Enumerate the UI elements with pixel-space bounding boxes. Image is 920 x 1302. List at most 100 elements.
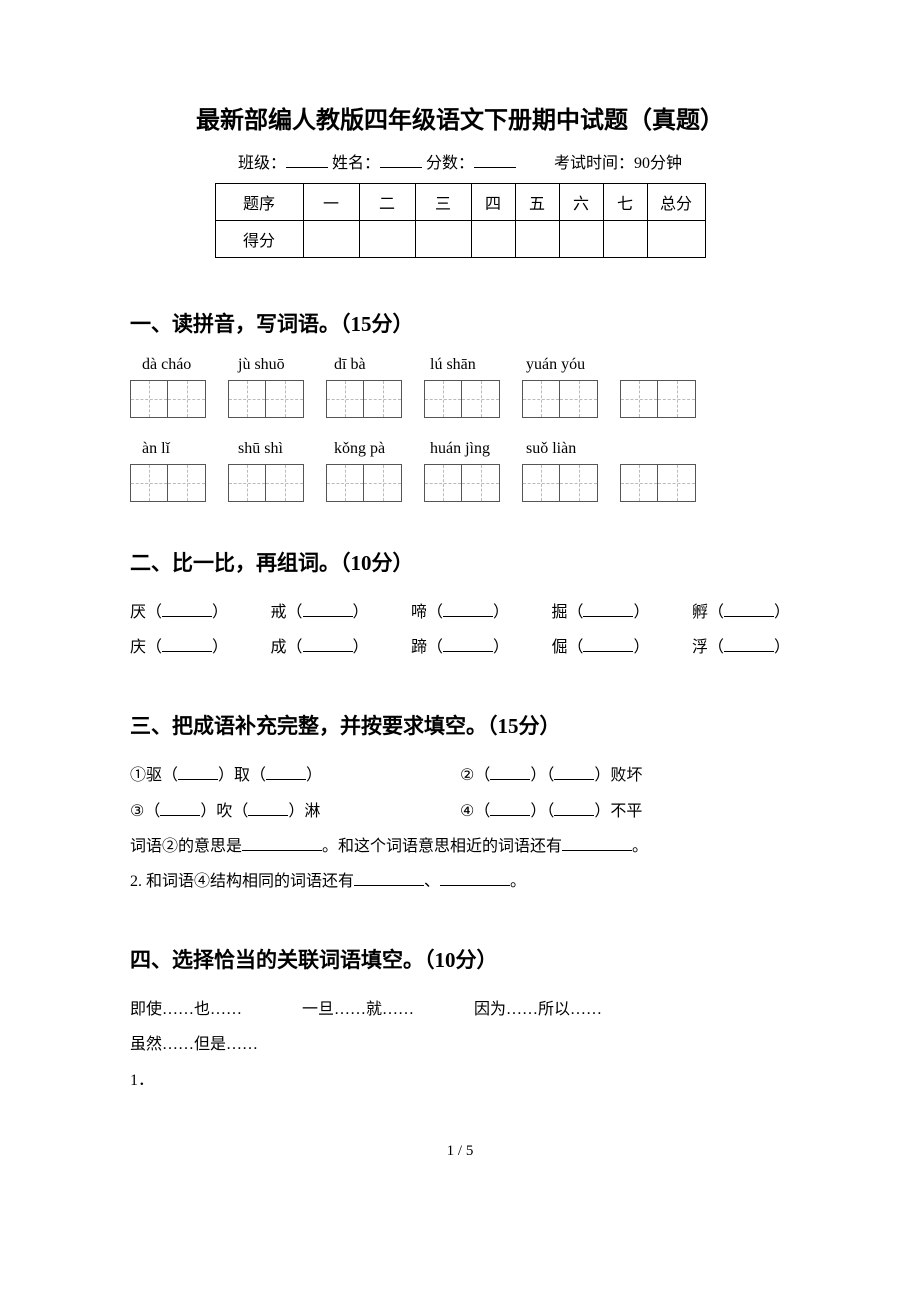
- score-cell[interactable]: [415, 221, 471, 258]
- score-col: 二: [359, 184, 415, 221]
- section-4: 四、选择恰当的关联词语填空。（10分） 即使……也…… 一旦……就…… 因为………: [130, 944, 790, 1098]
- score-cell[interactable]: [471, 221, 515, 258]
- char: 庆: [130, 639, 146, 656]
- tianzige-box[interactable]: [658, 464, 696, 502]
- tianzige-box[interactable]: [462, 380, 500, 418]
- tianzige-box[interactable]: [168, 464, 206, 502]
- tianzige-box[interactable]: [658, 380, 696, 418]
- fill-blank[interactable]: [490, 764, 530, 780]
- fill-blank[interactable]: [554, 764, 594, 780]
- fill-blank[interactable]: [554, 800, 594, 816]
- tianzige-box[interactable]: [326, 464, 364, 502]
- section-4-title: 四、选择恰当的关联词语填空。（10分）: [130, 944, 790, 974]
- fill-blank[interactable]: [266, 764, 306, 780]
- fill-blank[interactable]: [490, 800, 530, 816]
- fill-blank[interactable]: [583, 601, 633, 617]
- name-label: 姓名：: [332, 155, 380, 172]
- tianzige-box[interactable]: [168, 380, 206, 418]
- score-col: 六: [559, 184, 603, 221]
- tianzige-box[interactable]: [462, 464, 500, 502]
- fill-blank[interactable]: [583, 636, 633, 652]
- writing-boxes-row: [130, 464, 790, 502]
- score-col: 一: [303, 184, 359, 221]
- name-blank[interactable]: [380, 152, 422, 168]
- fill-blank[interactable]: [443, 636, 493, 652]
- conjunction-option: 一旦……就……: [302, 992, 414, 1027]
- tianzige-box[interactable]: [130, 464, 168, 502]
- pinyin-label: yuán yóu: [514, 356, 610, 374]
- score-cell[interactable]: [559, 221, 603, 258]
- fill-blank[interactable]: [303, 636, 353, 652]
- pinyin-label: dī bà: [322, 356, 418, 374]
- char: 厌: [130, 604, 146, 621]
- fill-blank[interactable]: [303, 601, 353, 617]
- tianzige-box[interactable]: [424, 464, 462, 502]
- score-row-label: 题序: [215, 184, 303, 221]
- tianzige-box[interactable]: [620, 464, 658, 502]
- fill-blank[interactable]: [440, 870, 510, 886]
- tianzige-box[interactable]: [560, 464, 598, 502]
- question-text: 2. 和词语④结构相同的词语还有: [130, 873, 354, 890]
- score-cell[interactable]: [359, 221, 415, 258]
- fill-blank[interactable]: [178, 764, 218, 780]
- tianzige-box[interactable]: [228, 380, 266, 418]
- idiom-text: ）吹（: [200, 803, 248, 820]
- score-cell[interactable]: [647, 221, 705, 258]
- tianzige-box[interactable]: [266, 464, 304, 502]
- score-cell[interactable]: [515, 221, 559, 258]
- section-1: 一、读拼音，写词语。（15分） dà cháo jù shuō dī bà lú…: [130, 308, 790, 502]
- idiom-text: ）败坏: [594, 767, 642, 784]
- score-cell[interactable]: [303, 221, 359, 258]
- score-blank[interactable]: [474, 152, 516, 168]
- fill-blank[interactable]: [242, 835, 322, 851]
- idiom-text: ）淋: [288, 803, 320, 820]
- score-col: 四: [471, 184, 515, 221]
- fill-blank[interactable]: [162, 601, 212, 617]
- char-pair-row: 庆（） 成（） 蹄（） 倔（） 浮（）: [130, 630, 790, 665]
- conjunction-options: 虽然……但是……: [130, 1027, 790, 1062]
- section-2: 二、比一比，再组词。（10分） 厌（） 戒（） 啼（） 掘（） 孵（） 庆（） …: [130, 547, 790, 665]
- idiom-row: ③（）吹（）淋 ④（）（）不平: [130, 794, 790, 829]
- pinyin-label: huán jìng: [418, 440, 514, 458]
- char: 倔: [551, 639, 567, 656]
- tianzige-box[interactable]: [522, 380, 560, 418]
- score-row-label: 得分: [215, 221, 303, 258]
- conjunction-option: 因为……所以……: [474, 992, 602, 1027]
- fill-blank[interactable]: [562, 835, 632, 851]
- tianzige-box[interactable]: [364, 464, 402, 502]
- exam-time: 考试时间：90分钟: [554, 155, 682, 172]
- pinyin-label: jù shuō: [226, 356, 322, 374]
- tianzige-box[interactable]: [424, 380, 462, 418]
- tianzige-box[interactable]: [228, 464, 266, 502]
- tianzige-box[interactable]: [620, 380, 658, 418]
- score-cell[interactable]: [603, 221, 647, 258]
- tianzige-box[interactable]: [326, 380, 364, 418]
- fill-blank[interactable]: [248, 800, 288, 816]
- char: 成: [270, 639, 286, 656]
- char: 孵: [692, 604, 708, 621]
- fill-blank[interactable]: [443, 601, 493, 617]
- score-col: 三: [415, 184, 471, 221]
- idiom-text: ④（: [460, 803, 490, 820]
- char-pair-row: 厌（） 戒（） 啼（） 掘（） 孵（）: [130, 595, 790, 630]
- tianzige-box[interactable]: [364, 380, 402, 418]
- idiom-text: ①驱（: [130, 767, 178, 784]
- idiom-row: ①驱（）取（） ②（）（）败坏: [130, 758, 790, 793]
- score-label: 分数：: [426, 155, 474, 172]
- document-title: 最新部编人教版四年级语文下册期中试题（真题）: [130, 100, 790, 135]
- char: 啼: [411, 604, 427, 621]
- tianzige-box[interactable]: [130, 380, 168, 418]
- fill-blank[interactable]: [724, 601, 774, 617]
- tianzige-box[interactable]: [266, 380, 304, 418]
- tianzige-box[interactable]: [560, 380, 598, 418]
- tianzige-box[interactable]: [522, 464, 560, 502]
- fill-blank[interactable]: [724, 636, 774, 652]
- conjunction-options: 即使……也…… 一旦……就…… 因为……所以……: [130, 992, 790, 1027]
- section-3: 三、把成语补充完整，并按要求填空。（15分） ①驱（）取（） ②（）（）败坏 ③…: [130, 710, 790, 899]
- fill-blank[interactable]: [160, 800, 200, 816]
- class-blank[interactable]: [286, 152, 328, 168]
- char: 浮: [692, 639, 708, 656]
- fill-blank[interactable]: [162, 636, 212, 652]
- conjunction-option: 虽然……但是……: [130, 1027, 258, 1062]
- fill-blank[interactable]: [354, 870, 424, 886]
